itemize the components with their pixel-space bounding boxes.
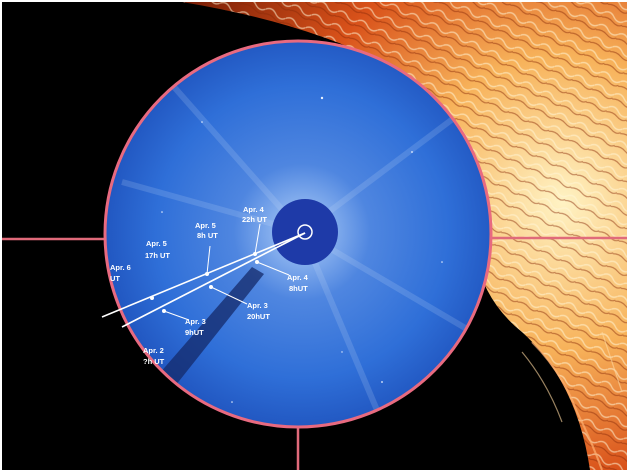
- marker-label-apr4-8h: Apr. 4 8hUT: [287, 273, 309, 293]
- comet-track-lines: [101, 232, 306, 328]
- marker-line1: Apr. 2: [143, 346, 164, 355]
- marker-line2: 17h UT: [145, 251, 170, 260]
- marker-line2: 20hUT: [247, 312, 270, 321]
- marker-line2: UT: [110, 274, 120, 283]
- marker-line1: Apr. 4: [243, 205, 265, 214]
- marker-line2: 8hUT: [289, 284, 308, 293]
- marker-line2: ?h UT: [143, 357, 165, 366]
- marker-label-apr2: Apr. 2 ?h UT: [143, 346, 165, 366]
- marker-line1: Apr. 6: [110, 263, 131, 272]
- marker-label-apr3-9h: Apr. 3 9hUT: [185, 317, 206, 337]
- marker-labels: Apr. 4 22h UT Apr. 5 8h UT Apr. 5 17h UT…: [110, 205, 309, 366]
- marker-label-apr5-8h: Apr. 5 8h UT: [195, 221, 218, 240]
- marker-line2: 8h UT: [197, 231, 218, 240]
- marker-label-apr5-17h: Apr. 5 17h UT: [145, 239, 170, 260]
- crosshair-lines: [2, 236, 627, 470]
- occulter-disk: [272, 199, 338, 265]
- sun-surface: [182, 2, 627, 470]
- marker-line2: 22h UT: [242, 215, 267, 224]
- marker-line1: Apr. 5: [195, 221, 216, 230]
- marker-line1: Apr. 5: [146, 239, 167, 248]
- marker-label-apr6: Apr. 6 UT: [110, 263, 131, 283]
- marker-line2: 9hUT: [185, 328, 204, 337]
- marker-label-apr3-20h: Apr. 3 20hUT: [247, 301, 270, 321]
- marker-line1: Apr. 4: [287, 273, 309, 282]
- marker-line1: Apr. 3: [247, 301, 268, 310]
- marker-label-apr4-22h: Apr. 4 22h UT: [242, 205, 267, 224]
- label-leader-lines: [163, 223, 290, 321]
- marker-line1: Apr. 3: [185, 317, 206, 326]
